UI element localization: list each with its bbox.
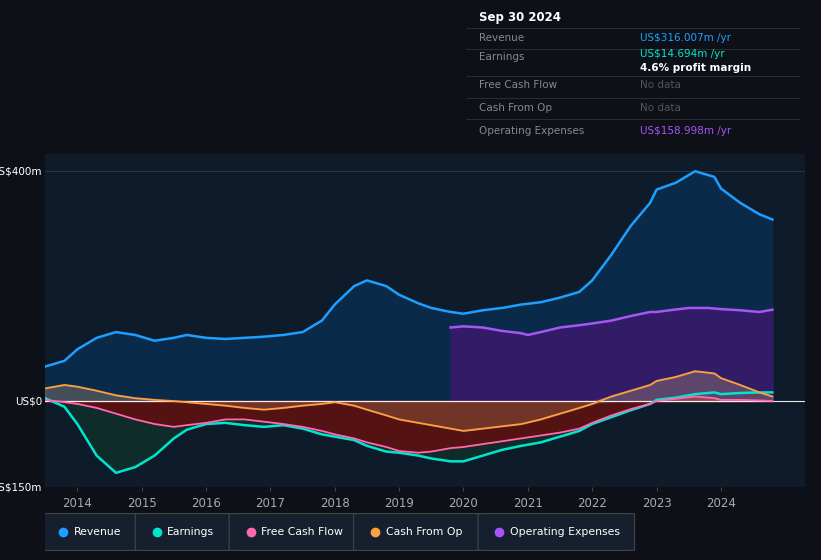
- Text: Cash From Op: Cash From Op: [386, 527, 462, 537]
- Text: Operating Expenses: Operating Expenses: [479, 126, 585, 136]
- Text: US$158.998m /yr: US$158.998m /yr: [640, 126, 731, 136]
- FancyBboxPatch shape: [135, 514, 238, 550]
- Text: Revenue: Revenue: [73, 527, 121, 537]
- FancyBboxPatch shape: [41, 514, 144, 550]
- FancyBboxPatch shape: [354, 514, 487, 550]
- Text: -US$150m: -US$150m: [0, 482, 42, 492]
- Text: US$316.007m /yr: US$316.007m /yr: [640, 33, 731, 43]
- Text: Cash From Op: Cash From Op: [479, 103, 552, 113]
- Text: Sep 30 2024: Sep 30 2024: [479, 11, 561, 24]
- FancyBboxPatch shape: [478, 514, 635, 550]
- Text: 4.6% profit margin: 4.6% profit margin: [640, 63, 751, 73]
- Text: US$14.694m /yr: US$14.694m /yr: [640, 49, 724, 59]
- Text: Revenue: Revenue: [479, 33, 524, 43]
- FancyBboxPatch shape: [229, 514, 363, 550]
- Text: US$400m: US$400m: [0, 166, 42, 176]
- Text: Earnings: Earnings: [479, 52, 525, 62]
- Text: Free Cash Flow: Free Cash Flow: [479, 81, 557, 91]
- Text: No data: No data: [640, 103, 681, 113]
- Text: US$0: US$0: [15, 396, 42, 406]
- Text: No data: No data: [640, 81, 681, 91]
- Text: Earnings: Earnings: [167, 527, 214, 537]
- Text: Operating Expenses: Operating Expenses: [510, 527, 620, 537]
- Text: Free Cash Flow: Free Cash Flow: [261, 527, 343, 537]
